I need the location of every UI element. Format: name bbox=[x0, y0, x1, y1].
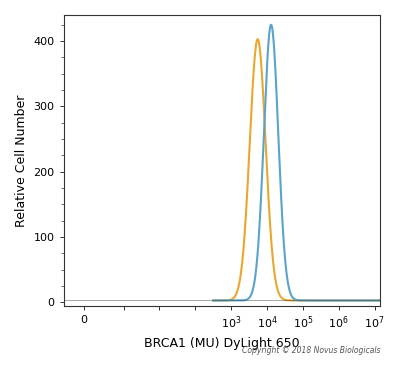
Text: Copyright © 2018 Novus Biologicals: Copyright © 2018 Novus Biologicals bbox=[242, 346, 380, 355]
X-axis label: BRCA1 (MU) DyLight 650: BRCA1 (MU) DyLight 650 bbox=[144, 337, 300, 350]
Y-axis label: Relative Cell Number: Relative Cell Number bbox=[15, 94, 28, 226]
